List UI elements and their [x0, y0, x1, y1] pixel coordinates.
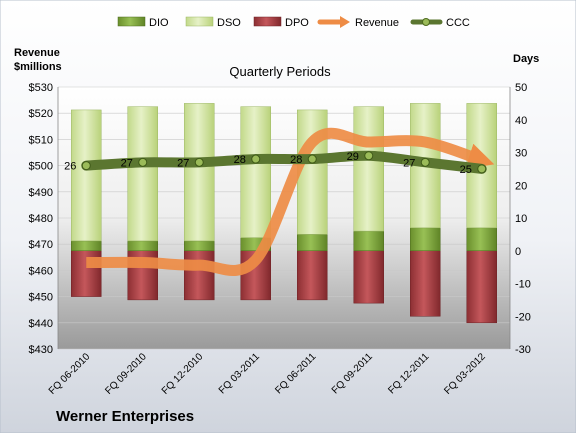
company-name: Werner Enterprises	[56, 408, 194, 425]
chart-title: Quarterly Periods	[229, 64, 331, 79]
bar-dso	[297, 109, 328, 235]
bar-dso	[184, 103, 215, 242]
bar-dpo	[184, 250, 215, 301]
right-axis-ticks: -30 -20 -10 0 10 20 30 40 50	[515, 82, 531, 356]
ccc-line	[81, 150, 487, 174]
ccc-point	[251, 154, 261, 164]
left-tick-label: $430	[29, 344, 53, 356]
bar-dio	[71, 240, 102, 252]
legend-swatch-dio	[117, 16, 146, 27]
right-tick-label: -30	[515, 344, 531, 356]
bar-dio	[127, 240, 158, 252]
left-tick-label: $490	[29, 187, 53, 199]
left-tick-label: $510	[29, 134, 53, 146]
ccc-data-label: 27	[403, 157, 415, 169]
right-tick-label: 40	[515, 115, 527, 127]
ccc-point	[138, 157, 148, 167]
legend-marker-ccc	[422, 18, 430, 26]
ccc-point	[364, 151, 374, 161]
ccc-data-label: 26	[64, 161, 76, 173]
left-tick-label: $500	[29, 161, 53, 173]
ccc-data-label: 25	[460, 164, 472, 176]
right-tick-label: 10	[515, 213, 527, 225]
bar-dso	[127, 106, 158, 242]
legend-label-dpo: DPO	[285, 17, 309, 29]
ccc-point	[477, 164, 487, 174]
ccc-data-label: 27	[121, 157, 133, 169]
legend-label-dso: DSO	[217, 17, 241, 29]
ccc-data-label: 28	[290, 154, 302, 166]
left-axis-title-line1: Revenue	[14, 47, 60, 59]
revenue-line	[86, 127, 495, 276]
bar-dpo	[297, 250, 328, 301]
legend: DIO DSO DPO Revenue CCC	[117, 16, 470, 29]
left-axis-ticks: $430 $440 $450 $460 $470 $480 $490 $500 $510 $520…	[29, 82, 53, 356]
ccc-data-labels: 26 27 27 28 28 29 27 25	[64, 151, 472, 176]
left-axis-title-line2: $millions	[14, 61, 62, 73]
bar-dio	[297, 234, 328, 251]
bar-dso	[71, 109, 102, 242]
ccc-point	[420, 157, 430, 167]
legend-label-revenue: Revenue	[355, 17, 399, 29]
legend-label-ccc: CCC	[446, 17, 470, 29]
right-axis-title: Days	[513, 53, 539, 65]
legend-label-dio: DIO	[149, 17, 169, 29]
ccc-data-label: 27	[177, 157, 189, 169]
left-tick-label: $470	[29, 239, 53, 251]
bar-dso	[240, 106, 271, 238]
bar-dso	[353, 106, 384, 232]
right-tick-label: 0	[515, 246, 521, 258]
legend-swatch-dso	[185, 16, 214, 27]
left-tick-label: $460	[29, 265, 53, 277]
bar-dpo	[466, 250, 497, 324]
left-tick-label: $530	[29, 82, 53, 94]
left-tick-label: $480	[29, 213, 53, 225]
ccc-data-label: 29	[347, 151, 359, 163]
ccc-point	[194, 157, 204, 167]
right-tick-label: 50	[515, 82, 527, 94]
bar-dio	[184, 240, 215, 252]
legend-arrow-revenue	[340, 16, 350, 28]
bar-dpo	[353, 250, 384, 304]
right-tick-label: 30	[515, 148, 527, 160]
right-tick-label: -20	[515, 311, 531, 323]
legend-swatch-dpo	[253, 16, 282, 27]
ccc-point	[307, 154, 317, 164]
ccc-point	[81, 161, 91, 171]
right-tick-label: -10	[515, 279, 531, 291]
left-tick-label: $440	[29, 318, 53, 330]
bar-dio	[353, 230, 384, 252]
lines	[81, 127, 495, 276]
ccc-data-label: 28	[234, 154, 246, 166]
bar-dpo	[410, 250, 441, 317]
left-tick-label: $520	[29, 108, 53, 120]
left-tick-label: $450	[29, 292, 53, 304]
bar-dio	[410, 227, 441, 251]
bar-dio	[466, 227, 497, 251]
right-tick-label: 20	[515, 180, 527, 192]
